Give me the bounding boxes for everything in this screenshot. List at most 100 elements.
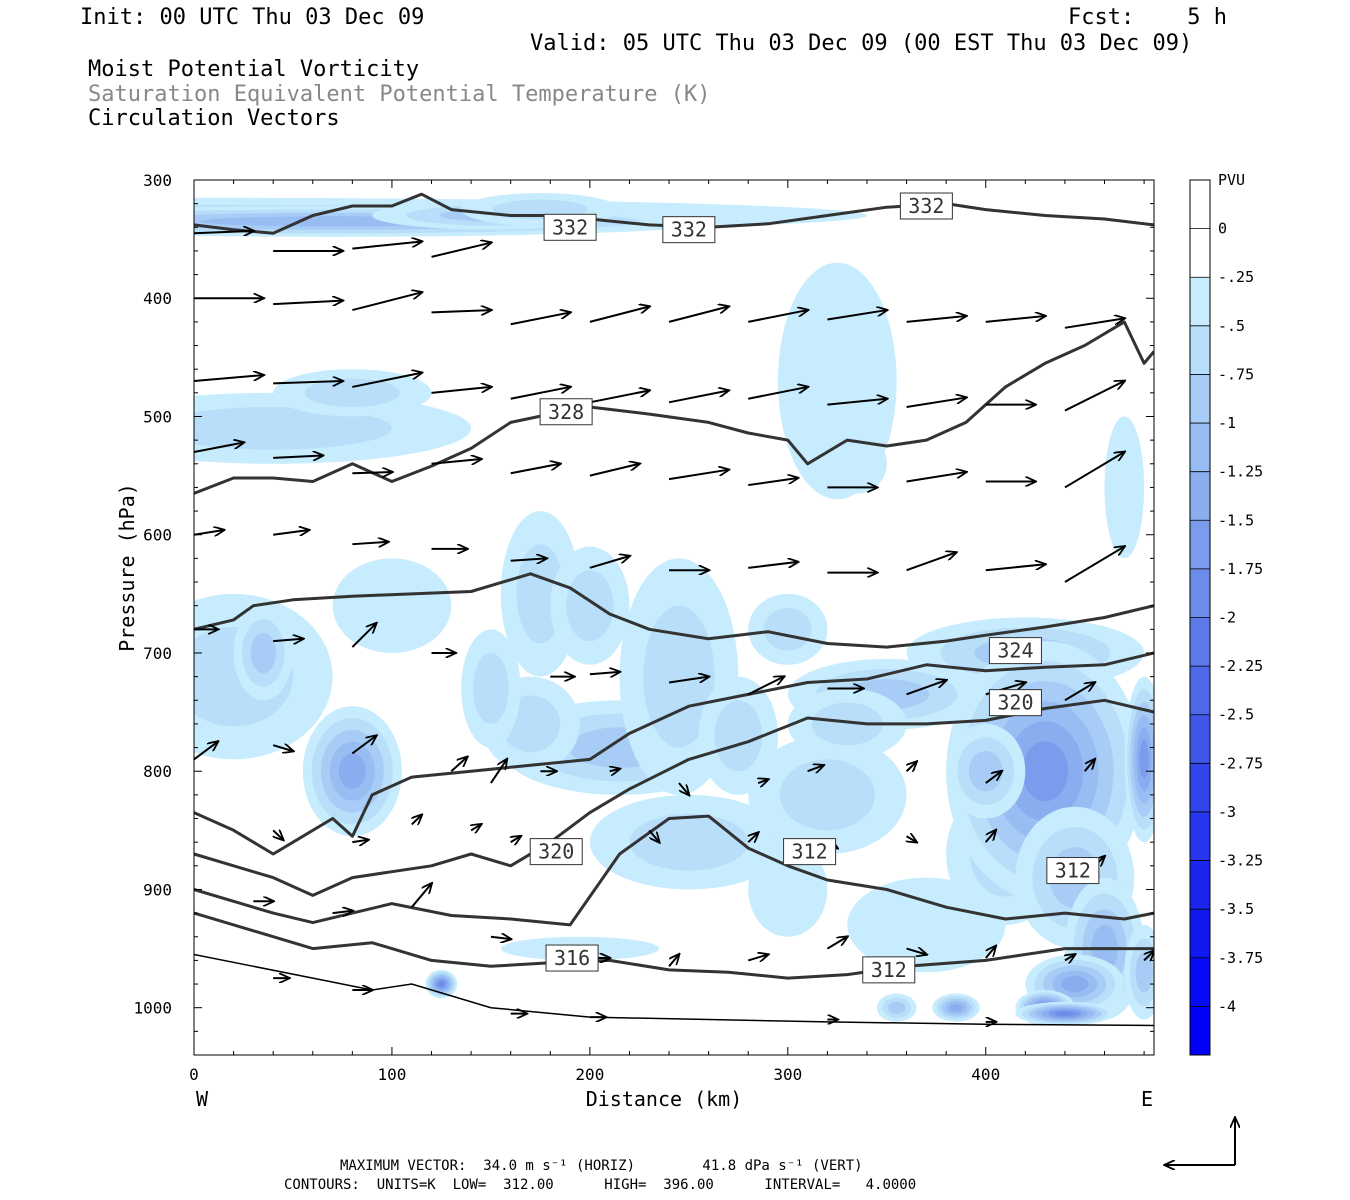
circulation-vector bbox=[194, 375, 263, 383]
field-title-theta-e: Saturation Equivalent Potential Temperat… bbox=[88, 82, 711, 107]
circulation-vector bbox=[431, 387, 491, 394]
circulation-vector bbox=[747, 954, 768, 960]
circulation-vector bbox=[758, 779, 768, 783]
x-end-label-east: E bbox=[1141, 1087, 1153, 1111]
circulation-vector bbox=[431, 243, 491, 258]
circulation-vector bbox=[610, 769, 620, 771]
circulation-vector bbox=[748, 387, 807, 400]
circulation-vector bbox=[510, 464, 560, 475]
circulation-vector bbox=[906, 949, 927, 955]
colorbar-swatch bbox=[1190, 860, 1210, 910]
contour-label-332: 332 bbox=[899, 192, 953, 220]
pv-shade-patch bbox=[968, 750, 1003, 792]
circulation-vector bbox=[1083, 759, 1095, 772]
circulation-vector bbox=[589, 307, 649, 323]
y-tick-label: 1000 bbox=[133, 999, 172, 1018]
contour-label-text: 316 bbox=[554, 946, 590, 970]
circulation-vector bbox=[351, 623, 376, 648]
x-axis-title: Distance (km) bbox=[586, 1087, 743, 1111]
pv-shade-patch bbox=[629, 813, 749, 871]
pv-shade-patch bbox=[473, 652, 509, 724]
circulation-vector bbox=[906, 316, 966, 323]
colorbar-label: 0 bbox=[1218, 220, 1227, 238]
pv-shade-patch bbox=[1139, 740, 1149, 779]
pv-shade-patch bbox=[250, 632, 277, 674]
colorbar-swatch bbox=[1190, 374, 1210, 424]
circulation-vector bbox=[589, 672, 620, 674]
circulation-vector bbox=[431, 310, 491, 312]
circulation-vector bbox=[273, 830, 283, 839]
colorbar-swatch bbox=[1190, 666, 1210, 715]
contour-label-320: 320 bbox=[529, 838, 583, 866]
colorbar-swatch bbox=[1190, 714, 1210, 764]
circulation-vector bbox=[985, 564, 1045, 572]
contour-label-text: 332 bbox=[552, 215, 588, 239]
colorbar-swatch bbox=[1190, 617, 1210, 667]
pv-shade-patch bbox=[1022, 741, 1068, 802]
contour-label-328: 328 bbox=[539, 398, 593, 426]
contour-label-text: 312 bbox=[792, 840, 828, 864]
circulation-vector bbox=[410, 884, 432, 908]
colorbar-label: -3.25 bbox=[1218, 852, 1263, 870]
contour-label-text: 320 bbox=[997, 691, 1033, 715]
x-tick-label: 200 bbox=[575, 1065, 604, 1084]
colorbar-label: -4 bbox=[1218, 997, 1236, 1015]
circulation-vector-layer bbox=[194, 231, 1154, 1022]
init-time: Init: 00 UTC Thu 03 Dec 09 bbox=[80, 5, 425, 30]
circulation-vector bbox=[510, 387, 570, 400]
colorbar-label: -3 bbox=[1218, 803, 1236, 821]
field-title-vectors: Circulation Vectors bbox=[88, 106, 340, 131]
pv-shade-patch bbox=[888, 1001, 906, 1014]
contour-label-text: 332 bbox=[908, 194, 944, 218]
colorbar-swatch bbox=[1190, 423, 1210, 472]
pv-shade-patch bbox=[811, 702, 883, 746]
pv-shade-patch bbox=[764, 608, 812, 651]
pv-shade-patch bbox=[779, 759, 875, 831]
contour-label-316: 316 bbox=[545, 944, 599, 972]
theta-e-contour-328 bbox=[194, 320, 1154, 495]
surface-line bbox=[194, 953, 1154, 1027]
contour-label-layer: 332 332 332 328 324 320 320 316 312 312 312 bbox=[529, 192, 1100, 984]
circulation-vector bbox=[985, 316, 1045, 323]
y-tick-label: 600 bbox=[143, 526, 172, 545]
max-vector-note: MAXIMUM VECTOR: 34.0 m s⁻¹ (HORIZ) 41.8 … bbox=[340, 1158, 863, 1174]
pv-shade-patch bbox=[748, 842, 828, 937]
circulation-vector bbox=[194, 231, 253, 233]
circulation-vector bbox=[678, 782, 689, 795]
theta-e-contour-316 bbox=[194, 698, 1154, 897]
colorbar-title: PVU bbox=[1218, 171, 1245, 189]
pv-shade-patch bbox=[949, 1003, 963, 1012]
colorbar-swatch bbox=[1190, 909, 1210, 958]
colorbar-swatch bbox=[1190, 811, 1210, 861]
valid-time: Valid: 05 UTC Thu 03 Dec 09 (00 EST Thu … bbox=[530, 31, 1193, 56]
colorbar-label: -1.25 bbox=[1218, 463, 1263, 481]
theta-e-contour-324 bbox=[194, 572, 1154, 649]
colorbar-label: -2 bbox=[1218, 609, 1236, 627]
forecast-hour: Fcst: 5 h bbox=[1068, 5, 1227, 30]
colorbar-swatch bbox=[1190, 568, 1210, 618]
colorbar-label: -1.75 bbox=[1218, 560, 1263, 578]
colorbar-label: -2.75 bbox=[1218, 754, 1263, 772]
pv-shade-patch bbox=[827, 434, 887, 494]
circulation-vector bbox=[984, 830, 996, 843]
circulation-vector bbox=[412, 815, 422, 824]
circulation-vector bbox=[748, 310, 807, 323]
circulation-vector bbox=[490, 759, 507, 784]
theta-e-contour-surface bbox=[194, 911, 1154, 980]
x-end-label-west: W bbox=[196, 1087, 209, 1111]
colorbar-label: -3.5 bbox=[1218, 900, 1254, 918]
pv-shade-patch bbox=[714, 700, 763, 772]
x-tick-label: 400 bbox=[971, 1065, 1000, 1084]
circulation-vector bbox=[194, 742, 218, 761]
contour-label-text: 320 bbox=[538, 840, 574, 864]
circulation-vector bbox=[352, 241, 421, 250]
contour-label-332: 332 bbox=[543, 213, 597, 241]
contour-label-text: 312 bbox=[1055, 859, 1091, 883]
circulation-vector bbox=[668, 307, 728, 323]
contour-label-312: 312 bbox=[1046, 857, 1100, 885]
circulation-vector bbox=[1065, 954, 1075, 960]
circulation-vector bbox=[273, 301, 342, 305]
field-title-pv: Moist Potential Vorticity bbox=[88, 57, 420, 82]
colorbar-label: -2.5 bbox=[1218, 706, 1254, 724]
